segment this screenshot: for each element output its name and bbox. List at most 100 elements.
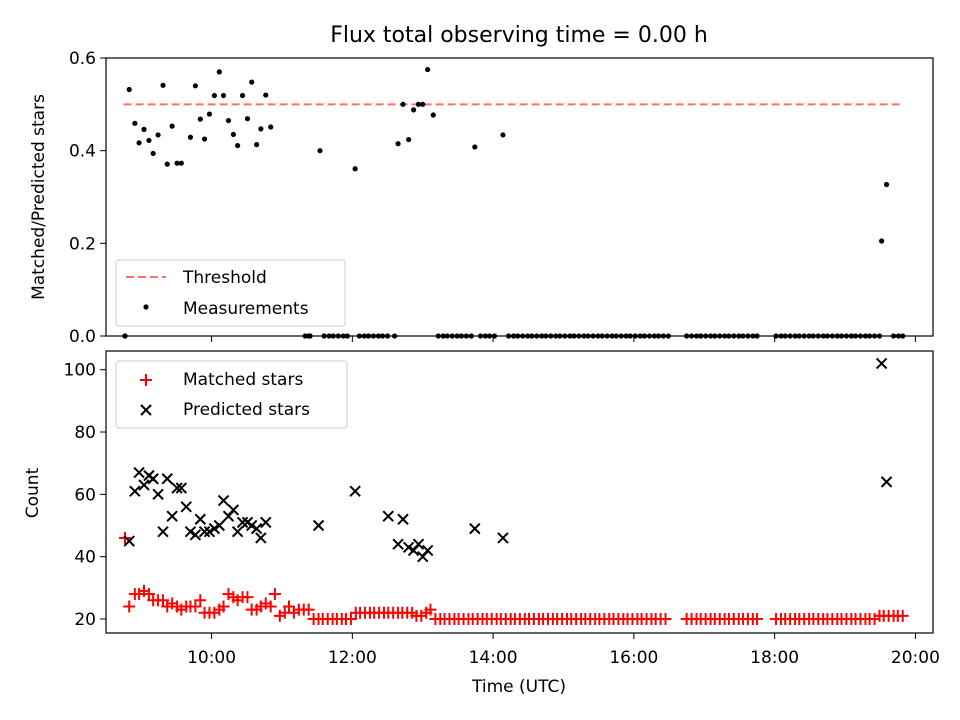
ratio-panel: Flux total observing time = 0.00 h Match… — [29, 23, 934, 347]
matched-star-marker — [344, 612, 357, 625]
measurement-point — [406, 136, 412, 143]
legend-measurements-swatch — [143, 304, 149, 310]
bottom-y-tick-label: 100 — [64, 361, 96, 381]
measurement-point — [211, 92, 217, 99]
matched-star-marker — [264, 600, 277, 613]
predicted-star-marker — [250, 522, 263, 535]
measurement-point — [395, 141, 401, 147]
predicted-star-marker — [133, 466, 145, 479]
measurement-point — [317, 148, 323, 154]
measurement-point — [150, 150, 156, 157]
matched-star-marker — [268, 588, 281, 601]
matched-star-marker — [424, 603, 437, 616]
predicted-star-marker — [255, 532, 267, 544]
measurement-point — [160, 82, 166, 88]
predicted-star-marker — [152, 488, 164, 501]
bottom-y-tick-label: 40 — [74, 548, 96, 568]
legend-matched-swatch — [140, 374, 152, 386]
predicted-star-marker — [236, 516, 249, 529]
predicted-star-marker — [213, 519, 226, 532]
predicted-star-marker — [312, 519, 325, 532]
matched-star-marker — [217, 600, 230, 613]
top-axes-group: 0.0 0.2 0.4 0.6 — [69, 49, 916, 347]
top-y-tick-label: 0.0 — [69, 327, 96, 347]
predicted-star-marker — [349, 485, 361, 497]
x-axis-label: Time (UTC) — [471, 677, 566, 697]
measurement-point — [225, 117, 232, 124]
matched-star-marker — [241, 591, 254, 604]
measurement-point — [425, 66, 431, 73]
measurement-point — [430, 112, 436, 118]
bottom-plot-frame — [105, 350, 934, 634]
chart-title: Flux total observing time = 0.00 h — [330, 23, 708, 48]
measurement-point — [206, 111, 213, 117]
predicted-star-marker — [227, 504, 240, 516]
measurement-point — [244, 116, 251, 122]
measurement-point — [132, 120, 138, 126]
predicted-star-marker — [194, 513, 207, 525]
measurement-point — [136, 140, 142, 146]
predicted-star-marker — [382, 510, 394, 522]
measurement-point — [263, 92, 269, 98]
measurement-point — [169, 123, 175, 129]
matched-star-marker — [659, 612, 672, 625]
top-legend-box — [115, 259, 346, 327]
y-axis-label-bottom: Count — [23, 467, 43, 518]
matched-star-marker — [751, 612, 764, 625]
matched-star-marker — [189, 600, 202, 613]
measurement-point — [201, 136, 208, 142]
predicted-star-marker — [171, 482, 183, 494]
predicted-star-marker — [138, 479, 150, 491]
measurement-point — [235, 142, 241, 149]
matched-star-marker — [896, 609, 909, 622]
predicted-star-marker — [217, 494, 230, 507]
measurement-point — [146, 137, 152, 144]
predicted-star-marker — [175, 482, 188, 494]
measurement-point — [155, 132, 161, 138]
x-tick-label: 16:00 — [609, 648, 658, 668]
measurement-point — [220, 92, 227, 99]
measurement-point — [420, 101, 426, 107]
predicted-star-marker — [412, 538, 425, 550]
predicted-star-marker — [421, 544, 434, 557]
bottom-y-tick-label: 20 — [74, 610, 96, 630]
matched-star-marker — [194, 594, 207, 607]
measurement-point — [879, 238, 885, 244]
bottom-legend-box — [115, 360, 348, 429]
bottom-axes-group: 10:00 12:00 14:00 16:00 18:00 20:00 20 40 60 80 10… — [64, 361, 940, 668]
x-tick-label: 18:00 — [750, 648, 799, 668]
bottom-y-tick-label: 60 — [74, 485, 96, 505]
matched-star-marker — [123, 600, 136, 613]
predicted-star-marker — [166, 510, 178, 522]
bottom-data-marks — [119, 357, 909, 625]
top-y-tick-label: 0.2 — [69, 234, 96, 254]
measurement-point — [400, 101, 406, 107]
bottom-legend: Matched stars Predicted stars — [115, 360, 348, 429]
measurement-point — [472, 144, 478, 150]
matched-star-marker — [157, 594, 170, 607]
legend-matched-label: Matched stars — [183, 370, 303, 390]
x-tick-label: 20:00 — [891, 648, 940, 668]
predicted-star-marker — [198, 526, 211, 538]
predicted-star-marker — [392, 538, 404, 550]
predicted-star-marker — [231, 526, 244, 538]
measurement-point — [268, 124, 274, 130]
predicted-star-marker — [880, 476, 893, 488]
predicted-star-marker — [161, 473, 173, 485]
measurement-point — [192, 83, 198, 89]
matched-star-marker — [282, 600, 295, 613]
measurement-point — [500, 132, 506, 138]
legend-threshold-label: Threshold — [182, 268, 267, 288]
predicted-star-marker — [469, 522, 481, 535]
predicted-star-marker — [147, 473, 159, 485]
measurement-point — [178, 160, 184, 166]
predicted-star-marker — [497, 532, 509, 544]
predicted-star-marker — [157, 526, 169, 538]
matched-star-marker — [142, 588, 155, 601]
x-tick-label: 12:00 — [328, 648, 377, 668]
top-data-marks — [122, 66, 906, 339]
measurement-point — [197, 116, 203, 122]
measurement-point — [187, 134, 194, 140]
top-y-tick-label: 0.4 — [69, 142, 96, 162]
